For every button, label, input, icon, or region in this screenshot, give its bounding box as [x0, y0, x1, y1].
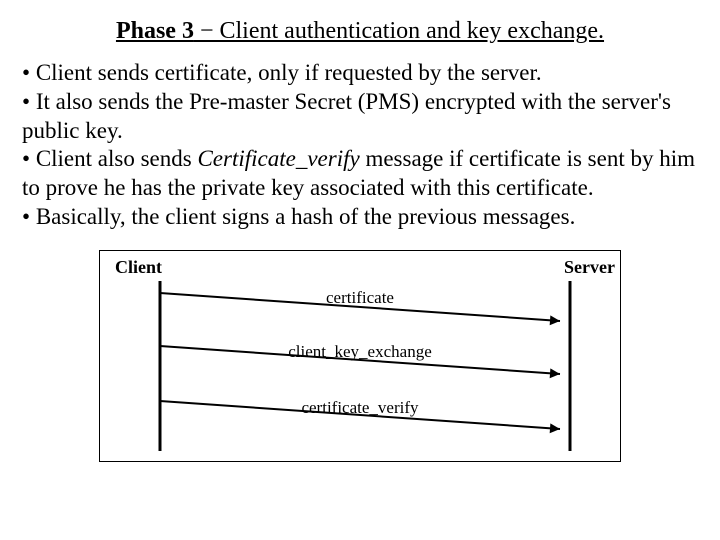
bullet-marker: •	[22, 204, 36, 229]
actor-label: Server	[564, 257, 615, 277]
bullet-item: • It also sends the Pre-master Secret (P…	[22, 88, 698, 146]
title-dash: −	[194, 18, 220, 44]
title-subtitle: Client authentication and key exchange.	[220, 18, 605, 44]
bullet-item: • Client sends certificate, only if requ…	[22, 59, 698, 88]
bullet-item: • Basically, the client signs a hash of …	[22, 203, 698, 232]
bullet-text: Client also sends	[36, 146, 198, 171]
bullet-item: • Client also sends Certificate_verify m…	[22, 145, 698, 203]
message-label: certificate	[326, 288, 394, 307]
message-label: certificate_verify	[301, 398, 419, 417]
actor-label: Client	[115, 257, 162, 277]
bullet-italic: Certificate_verify	[197, 146, 359, 171]
page-title: Phase 3 − Client authentication and key …	[22, 18, 698, 45]
bullet-text: Basically, the client signs a hash of th…	[36, 204, 576, 229]
bullet-text: Client sends certificate, only if reques…	[36, 60, 542, 85]
sequence-diagram: Client Server certificate client_key_exchan…	[99, 250, 621, 462]
phase-label: Phase 3	[116, 18, 194, 44]
bullet-marker: •	[22, 60, 36, 85]
bullet-marker: •	[22, 89, 36, 114]
arrowhead-icon	[550, 368, 560, 378]
bullet-marker: •	[22, 146, 36, 171]
bullet-list: • Client sends certificate, only if requ…	[22, 59, 698, 232]
message-label: client_key_exchange	[288, 342, 432, 361]
arrowhead-icon	[550, 315, 560, 325]
sequence-diagram-container: Client Server certificate client_key_exchan…	[22, 250, 698, 462]
arrowhead-icon	[550, 423, 560, 433]
bullet-text: It also sends the Pre-master Secret (PMS…	[22, 89, 671, 143]
